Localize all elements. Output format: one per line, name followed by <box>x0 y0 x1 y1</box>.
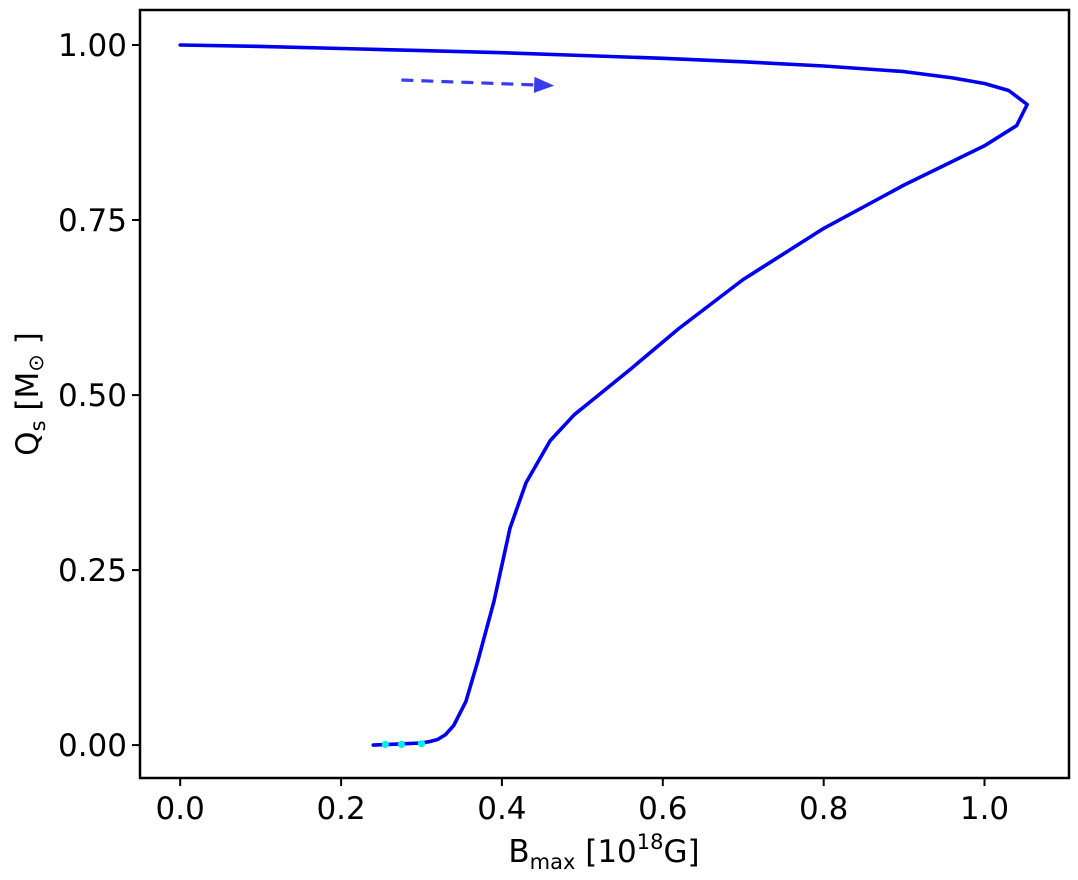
y-axis-label-unit: [M <box>10 372 46 421</box>
marker-point-1 <box>397 740 405 749</box>
direction-arrow-head <box>533 76 555 93</box>
x-tick-label-2: 0.4 <box>477 791 526 827</box>
y-tick-label-1: 0.25 <box>58 553 127 589</box>
x-axis-label-main: B <box>508 834 529 870</box>
x-axis-label-sub: max <box>530 850 576 874</box>
series-line-0 <box>178 43 1029 747</box>
y-axis-label-unit-sub: ⊙ <box>24 354 48 372</box>
y-axis-label-sub: s <box>26 420 50 431</box>
x-axis-label: Bmax [1018G] <box>508 830 699 874</box>
x-axis-label-unit-end: G] <box>664 834 700 870</box>
axes: 0.0 0.2 0.4 0.6 0.8 1.0 0.00 0.25 0.50 0.75 1.00 <box>58 28 1009 827</box>
y-tick-label-4: 1.00 <box>58 28 127 64</box>
x-axis-label-exp: 18 <box>637 830 664 854</box>
x-tick-label-1: 0.2 <box>316 791 365 827</box>
x-tick-label-5: 1.0 <box>960 791 1009 827</box>
y-axis-label: Qs [M⊙ ] <box>10 332 50 456</box>
y-axis-label-main: Q <box>10 431 46 455</box>
y-axis-label-unit-end: ] <box>10 332 46 354</box>
x-tick-label-3: 0.6 <box>638 791 687 827</box>
direction-arrow-shaft <box>401 78 535 87</box>
y-tick-label-2: 0.50 <box>58 378 127 414</box>
plot-frame <box>138 8 1071 780</box>
y-tick-label-0: 0.00 <box>58 728 127 764</box>
marker-point-2 <box>417 740 426 748</box>
marker-point-0 <box>381 740 389 749</box>
plot-area <box>178 43 1029 749</box>
x-tick-label-4: 0.8 <box>799 791 848 827</box>
y-tick-label-3: 0.75 <box>58 203 127 239</box>
x-tick-label-0: 0.0 <box>156 791 205 827</box>
x-axis-label-unit: [10 <box>575 834 636 870</box>
